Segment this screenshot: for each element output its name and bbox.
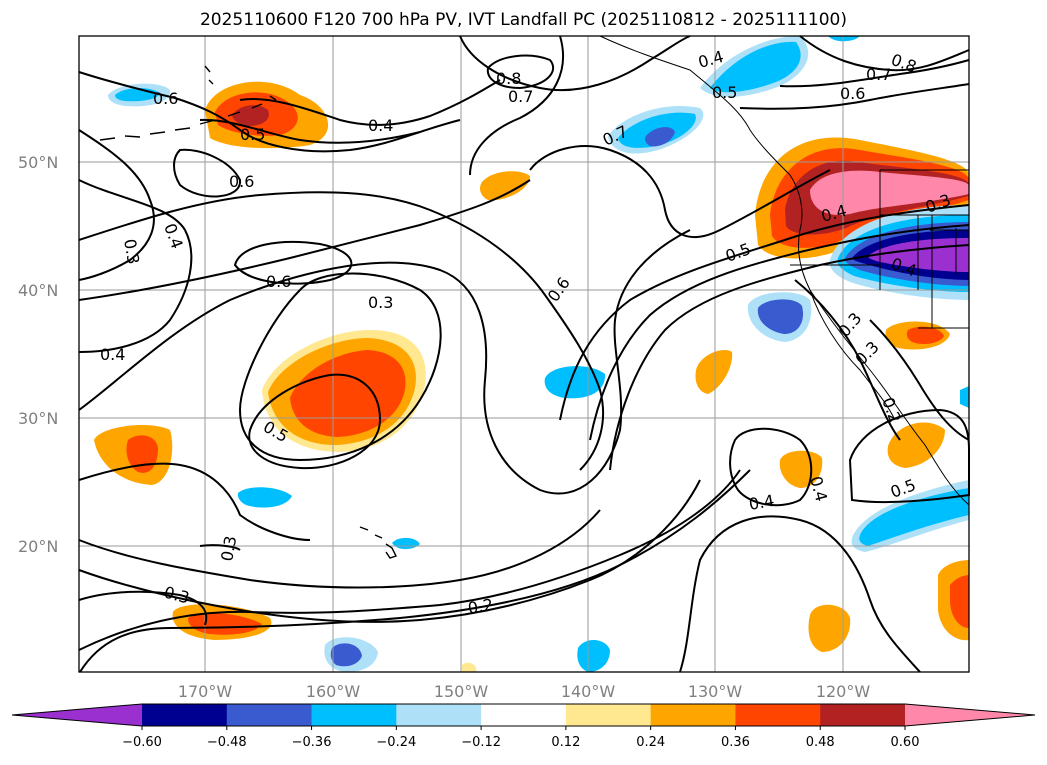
longitude-labels: 170°W 160°W 150°W 140°W 130°W 120°W [178, 682, 871, 701]
contour-label: 0.6 [840, 84, 865, 103]
lon-label-160w: 160°W [306, 682, 361, 701]
lon-label-170w: 170°W [178, 682, 233, 701]
colorbar-segment [226, 704, 313, 726]
contour-label: 0.3 [217, 534, 240, 562]
colorbar-tick-label: 0.36 [721, 735, 750, 750]
contour-label: 0.6 [153, 89, 178, 108]
colorbar-tick-label: −0.48 [207, 735, 247, 750]
contour-label: 0.7 [866, 65, 891, 84]
contour-label: 0.8 [496, 69, 521, 88]
contour-label: 0.6 [266, 272, 291, 291]
colorbar-segment [311, 704, 397, 726]
colorbar-tick-label: 0.60 [891, 735, 920, 750]
colorbar-tick-label: −0.36 [292, 735, 332, 750]
figure-title: 2025110600 F120 700 hPa PV, IVT Landfall… [199, 10, 847, 30]
contour-label: 0.4 [368, 116, 393, 135]
contour-label: 0.5 [240, 125, 265, 144]
latitude-labels: 50°N 40°N 30°N 20°N [18, 153, 58, 556]
contour-label: 0.3 [120, 237, 143, 265]
colorbar-segment [820, 704, 906, 726]
contour-label: 0.4 [100, 345, 125, 364]
colorbar-segment [142, 704, 228, 726]
colorbar-tick-label: 0.48 [806, 735, 835, 750]
lat-label-40n: 40°N [18, 281, 58, 300]
colorbar: −0.60 −0.48 −0.36 −0.24 −0.12 0.12 0.24 0.36 0.4… [11, 703, 1036, 750]
contour-label: 0.5 [712, 83, 737, 102]
contour-label: 0.4 [747, 491, 775, 514]
lat-label-20n: 20°N [18, 537, 58, 556]
colorbar-tick-label: 0.24 [636, 735, 665, 750]
colorbar-extension-min [12, 704, 142, 726]
colorbar-segment [735, 704, 821, 726]
lon-label-130w: 130°W [688, 682, 743, 701]
colorbar-extension-max [905, 704, 1035, 726]
lon-label-120w: 120°W [816, 682, 871, 701]
lat-label-30n: 30°N [18, 409, 58, 428]
colorbar-tick-label: −0.24 [376, 735, 416, 750]
colorbar-tick-label: 0.12 [551, 735, 580, 750]
colorbar-segment [565, 704, 652, 726]
colorbar-segment [481, 704, 567, 726]
map-frame [78, 35, 970, 673]
contour-label: 0.6 [229, 172, 254, 191]
lon-label-140w: 140°W [561, 682, 616, 701]
coastlines [599, 35, 970, 506]
lon-label-150w: 150°W [434, 682, 489, 701]
contour-label: 0.7 [508, 87, 533, 106]
contour-label: 0.3 [368, 293, 393, 312]
islands [99, 65, 397, 559]
lat-label-50n: 50°N [18, 153, 58, 172]
colorbar-segment [396, 704, 482, 726]
contour-label: 0.2 [466, 595, 494, 618]
contour-lines [78, 35, 970, 673]
colorbar-segment [650, 704, 736, 726]
colorbar-tick-label: −0.12 [461, 735, 501, 750]
colorbar-tick-label: −0.60 [122, 735, 162, 750]
